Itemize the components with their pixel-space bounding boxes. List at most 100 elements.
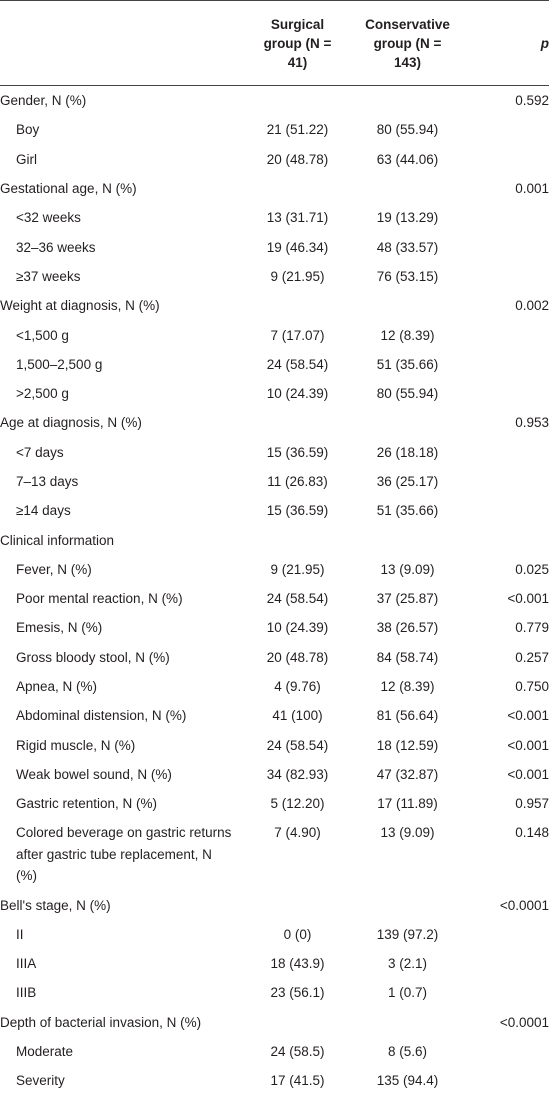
p-cell: <0.0001: [499, 897, 549, 913]
row-label: <7 days: [16, 444, 64, 460]
conservative-cell: 135 (94.4): [376, 1073, 439, 1089]
p-cell: [455, 525, 549, 554]
sub-row: ≥14 days 15 (36.59) 51 (35.66): [0, 496, 549, 525]
row-label: Emesis, N (%): [16, 620, 103, 636]
surgical-cell: 9 (21.95): [270, 561, 325, 577]
conservative-cell: 13 (9.09): [380, 825, 435, 841]
surgical-cell: [235, 890, 360, 919]
conservative-cell: [360, 1008, 455, 1037]
surgical-cell: [235, 1008, 360, 1037]
p-cell: [455, 145, 549, 174]
row-label: Bell's stage, N (%): [0, 897, 111, 913]
conservative-cell: 12 (8.39): [380, 679, 435, 695]
p-cell: 0.002: [515, 298, 549, 314]
row-label: <32 weeks: [16, 210, 81, 226]
surgical-cell: 18 (43.9): [270, 956, 325, 972]
p-cell: 0.592: [515, 93, 549, 109]
surgical-cell: 11 (26.83): [267, 474, 328, 489]
surgical-cell: 5 (12.20): [270, 796, 325, 812]
conservative-cell: 63 (44.06): [376, 151, 439, 167]
row-label: Weight at diagnosis, N (%): [0, 298, 160, 314]
p-cell: [455, 438, 549, 467]
header-cell: p: [455, 0, 549, 86]
sub-row: >2,500 g 10 (24.39) 80 (55.94): [0, 379, 549, 408]
p-cell: <0.001: [507, 737, 549, 753]
surgical-cell: 17 (41.5): [270, 1073, 325, 1089]
row-label: Girl: [16, 151, 37, 167]
conservative-cell: 17 (11.89): [377, 796, 438, 812]
row-label: ≥14 days: [16, 503, 71, 519]
row-label: Abdominal distension, N (%): [16, 708, 187, 724]
row-label: 7–13 days: [16, 474, 79, 489]
surgical-cell: 23 (56.1): [270, 985, 325, 1001]
surgical-cell: 7 (4.90): [274, 825, 321, 841]
conservative-cell: 12 (8.39): [380, 327, 435, 343]
sub-row: IIIA 18 (43.9) 3 (2.1): [0, 949, 549, 978]
section-row: Gestational age, N (%) 0.001: [0, 174, 549, 203]
p-cell: 0.953: [515, 415, 549, 431]
row-label: Fever, N (%): [16, 561, 92, 577]
row-label: Boy: [16, 122, 40, 138]
sub-row: <7 days 15 (36.59) 26 (18.18): [0, 438, 549, 467]
header-text: Surgical group (N = 41): [263, 16, 332, 70]
conservative-cell: 38 (26.57): [376, 620, 439, 636]
conservative-cell: 51 (35.66): [376, 503, 439, 519]
row-label: <1,500 g: [16, 327, 69, 343]
sub-row: Severity 17 (41.5) 135 (94.4): [0, 1066, 549, 1095]
conservative-cell: 18 (12.59): [376, 737, 439, 753]
table-body: Gender, N (%) 0.592 Boy 21 (51.22) 80 (55.94…: [0, 86, 549, 1096]
p-cell: [455, 203, 549, 232]
sub-row: Boy 21 (51.22) 80 (55.94): [0, 115, 549, 144]
sub-row: <1,500 g 7 (17.07) 12 (8.39): [0, 320, 549, 349]
conservative-cell: [360, 890, 455, 919]
conservative-cell: 139 (97.2): [376, 926, 439, 942]
conservative-cell: 80 (55.94): [376, 122, 439, 138]
sub-row: Poor mental reaction, N (%) 24 (58.54) 37 …: [0, 584, 549, 613]
sub-row: Moderate 24 (58.5) 8 (5.6): [0, 1037, 549, 1066]
sub-row: ≥37 weeks 9 (21.95) 76 (53.15): [0, 262, 549, 291]
surgical-cell: [235, 86, 360, 116]
sub-row: Emesis, N (%) 10 (24.39) 38 (26.57) 0.779: [0, 613, 549, 642]
surgical-cell: 13 (31.71): [266, 210, 329, 226]
sub-row: Gross bloody stool, N (%) 20 (48.78) 84 (5…: [0, 643, 549, 672]
sub-row: Fever, N (%) 9 (21.95) 13 (9.09) 0.025: [0, 555, 549, 584]
sub-row: Apnea, N (%) 4 (9.76) 12 (8.39) 0.750: [0, 672, 549, 701]
conservative-cell: 51 (35.66): [376, 356, 439, 372]
sub-row: Colored beverage on gastric returns afte…: [0, 818, 549, 890]
p-cell: [455, 949, 549, 978]
row-label: Weak bowel sound, N (%): [16, 766, 172, 782]
sub-row: Gastric retention, N (%) 5 (12.20) 17 (11.…: [0, 789, 549, 818]
p-cell: [455, 350, 549, 379]
p-cell: 0.025: [515, 561, 549, 577]
p-cell: [455, 262, 549, 291]
surgical-cell: 21 (51.22): [266, 122, 329, 138]
surgical-cell: 0 (0): [283, 926, 312, 942]
surgical-cell: 19 (46.34): [266, 239, 329, 255]
surgical-cell: 10 (24.39): [266, 620, 329, 636]
row-label: Gross bloody stool, N (%): [16, 649, 170, 665]
row-label: Clinical information: [0, 532, 115, 548]
p-cell: 0.750: [515, 679, 549, 695]
p-cell: [455, 467, 549, 496]
surgical-cell: 15 (36.59): [266, 503, 329, 519]
p-cell: [455, 1037, 549, 1066]
p-cell: [455, 978, 549, 1007]
conservative-cell: 48 (33.57): [376, 239, 439, 255]
header-blank: [0, 0, 235, 86]
surgical-cell: 20 (48.78): [266, 649, 329, 665]
sub-row: 1,500–2,500 g 24 (58.54) 51 (35.66): [0, 350, 549, 379]
p-cell: 0.779: [515, 620, 549, 636]
surgical-cell: 4 (9.76): [274, 679, 321, 695]
row-label: >2,500 g: [16, 386, 69, 402]
p-cell: <0.001: [507, 766, 549, 782]
header-cell: Conservative group (N = 143): [360, 0, 455, 86]
sub-row: IIIB 23 (56.1) 1 (0.7): [0, 978, 549, 1007]
p-cell: [455, 920, 549, 949]
surgical-cell: 24 (58.5): [270, 1044, 325, 1060]
conservative-cell: 81 (56.64): [376, 708, 439, 724]
conservative-cell: 37 (25.87): [376, 591, 439, 607]
row-label: Gastric retention, N (%): [16, 796, 158, 812]
p-cell: 0.957: [515, 796, 549, 812]
conservative-cell: 26 (18.18): [376, 444, 439, 460]
